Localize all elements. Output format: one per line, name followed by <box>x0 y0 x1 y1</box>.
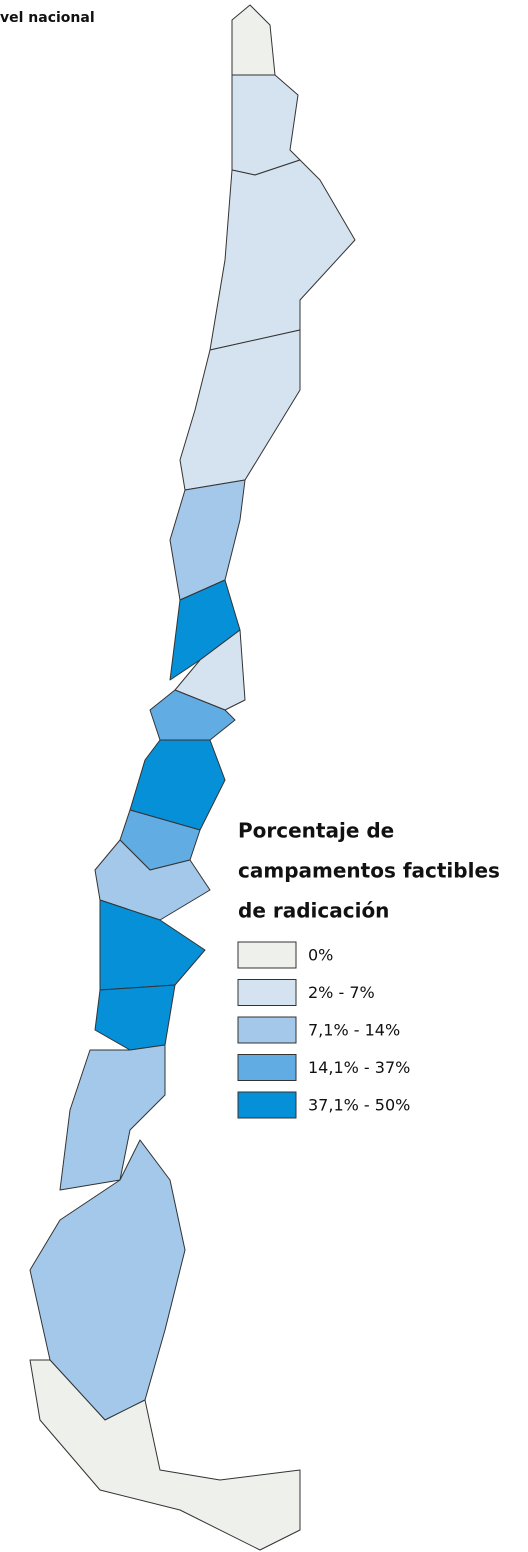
regions <box>29 4 356 1551</box>
region <box>99 899 206 991</box>
legend: 0% 2% - 7% 7,1% - 14% 14,1% - 37% 37,1% - 50… <box>237 941 410 1119</box>
region <box>174 629 246 711</box>
legend-label: 7,1% - 14% <box>308 1021 400 1040</box>
region <box>94 839 211 921</box>
region <box>59 1044 166 1191</box>
region <box>94 984 176 1051</box>
legend-swatch <box>237 1054 297 1081</box>
legend-swatch <box>237 941 297 969</box>
region <box>29 1359 301 1551</box>
legend-swatch <box>237 1016 297 1044</box>
legend-label: 14,1% - 37% <box>308 1058 410 1077</box>
region <box>209 159 356 351</box>
page-title: vel nacional <box>0 10 95 26</box>
legend-label: 0% <box>308 946 333 965</box>
region <box>231 74 301 176</box>
region <box>231 4 276 76</box>
legend-title: campamentos factibles <box>238 859 500 883</box>
legend-swatch <box>237 1091 297 1119</box>
legend-title: Porcentaje de <box>238 819 394 843</box>
legend-label: 2% - 7% <box>308 983 375 1002</box>
region <box>179 329 301 491</box>
region <box>169 479 246 601</box>
legend-title: de radicación <box>238 899 389 923</box>
legend-label: 37,1% - 50% <box>308 1096 410 1115</box>
legend-swatch <box>237 979 297 1006</box>
